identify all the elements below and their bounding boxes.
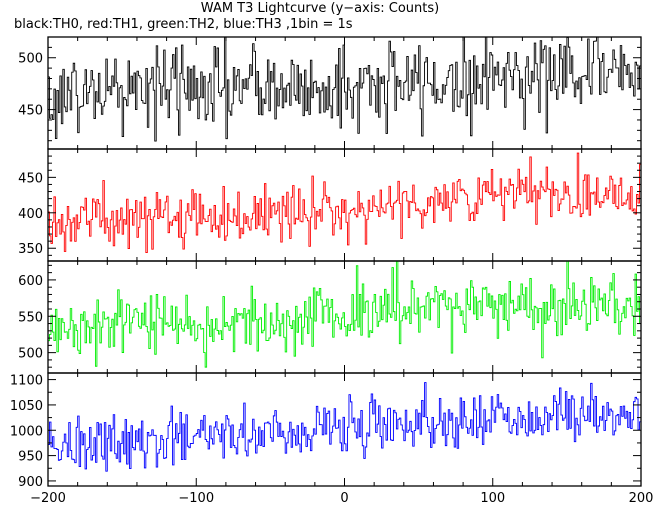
chart-subtitle: black:TH0, red:TH1, green:TH2, blue:TH3 … [14,17,353,32]
panel-th1: 350 400 450 [18,148,642,262]
y-tick-label: 550 [18,310,43,325]
series-line-th2 [48,261,641,368]
y-tick-label: 350 [18,242,43,257]
panel-th2: 500 550 600 [18,260,642,374]
panel-th3: 900 950 1000 1050 1100 [10,372,642,490]
x-tick-label: −100 [178,491,214,505]
y-tick-label: 950 [18,450,43,465]
y-tick-label: 900 [18,475,43,490]
series-line-th3 [48,382,641,472]
y-tick-label: 1100 [10,374,43,389]
chart-title: WAM T3 Lightcurve (y−axis: Counts) [201,1,439,16]
y-tick-label: 500 [18,52,43,67]
x-axis: −200 −100 0 100 200 [30,491,653,505]
y-tick-label: 600 [18,274,43,289]
x-tick-label: 100 [480,491,505,505]
y-tick-label: 400 [18,207,43,222]
series-line-th1 [48,152,641,253]
panels-group: 450 500 350 400 450 500 550 600 900 950 1000 1050 11… [10,36,642,490]
y-tick-label: 1000 [10,424,43,439]
x-tick-label: 200 [629,491,654,505]
y-tick-label: 450 [18,171,43,186]
x-tick-label: −200 [30,491,66,505]
y-tick-label: 450 [18,104,43,119]
y-tick-label: 500 [18,347,43,362]
y-tick-label: 1050 [10,399,43,414]
x-tick-label: 0 [340,491,348,505]
series-line-th0 [48,37,641,142]
